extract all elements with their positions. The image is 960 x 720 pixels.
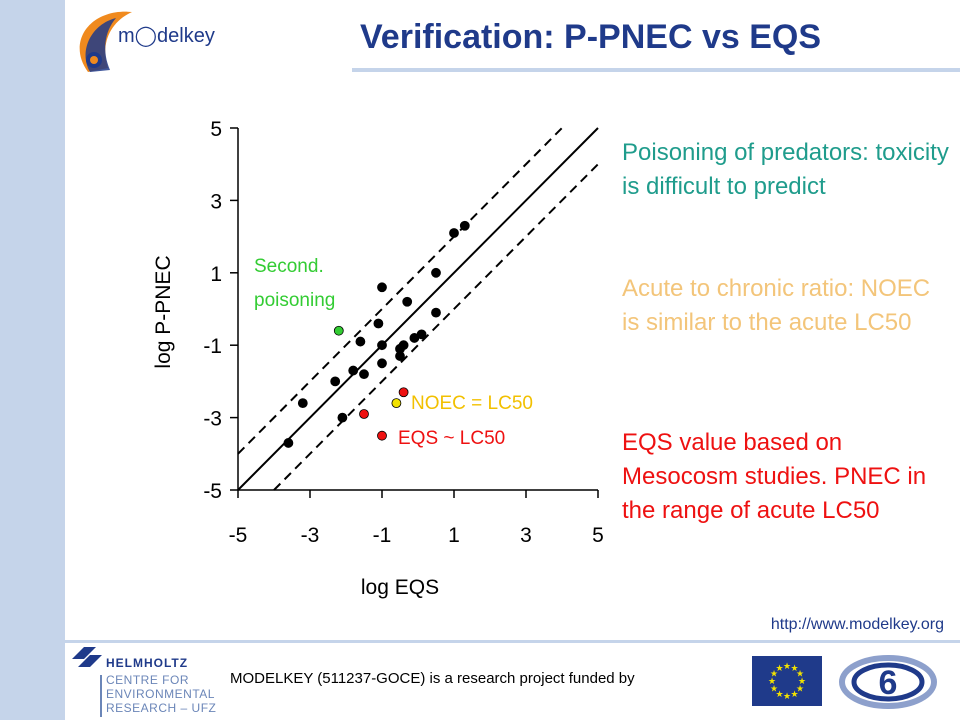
x-tick-label: 5 <box>592 524 604 547</box>
y-tick-label: 1 <box>210 263 222 286</box>
data-point <box>391 398 402 409</box>
text-eqs-mesocosm: EQS value based on Mesocosm studies. PNE… <box>622 429 927 524</box>
data-point <box>377 430 387 441</box>
fp6-logo: 6 <box>839 655 937 709</box>
data-points <box>283 220 470 448</box>
website-link[interactable]: http://www.modelkey.org <box>770 616 944 633</box>
data-point <box>377 340 387 351</box>
svg-text:HELMHOLTZ: HELMHOLTZ <box>106 656 188 670</box>
data-point <box>431 267 441 278</box>
svg-text:RESEARCH – UFZ: RESEARCH – UFZ <box>106 701 216 715</box>
data-point <box>283 438 294 448</box>
eu-star: ★ <box>775 664 783 674</box>
eu-star: ★ <box>783 662 791 672</box>
x-tick-label: 1 <box>448 524 460 547</box>
data-point <box>431 307 441 318</box>
y-tick-label: -5 <box>203 480 222 503</box>
annotation-second-line2: poisoning <box>254 290 335 311</box>
eu-star: ★ <box>770 685 778 695</box>
data-point <box>359 369 369 380</box>
x-tick-label: -1 <box>373 524 392 547</box>
dashed-reference-line <box>273 163 599 491</box>
x-tick-label: -3 <box>301 524 320 547</box>
data-point <box>377 358 387 369</box>
data-point <box>398 340 409 351</box>
data-point <box>333 325 344 336</box>
svg-text:CENTRE FOR: CENTRE FOR <box>106 673 189 687</box>
eu-star: ★ <box>768 677 776 687</box>
data-point <box>402 296 413 307</box>
data-point <box>297 398 308 409</box>
y-axis-label: log P-PNEC <box>152 255 175 368</box>
eu-star: ★ <box>798 677 806 687</box>
eu-star: ★ <box>770 670 778 680</box>
funding-statement: MODELKEY (511237-GOCE) is a research pro… <box>230 670 635 687</box>
data-point <box>449 228 459 238</box>
data-point <box>359 409 369 419</box>
x-tick-label: 3 <box>520 524 532 547</box>
y-tick-label: -1 <box>203 335 222 358</box>
y-tick-label: 5 <box>210 118 222 141</box>
data-point <box>355 336 366 347</box>
footer-rule <box>65 640 960 643</box>
annotation-second-line1: Second. <box>254 256 324 277</box>
logo-text: m◯delkey <box>118 25 215 47</box>
annotation-eqs: EQS ~ LC50 <box>398 428 505 449</box>
annotation-noec: NOEC = LC50 <box>411 393 533 414</box>
dashed-reference-line <box>237 127 563 455</box>
title-rule <box>352 68 960 72</box>
data-point <box>337 412 348 423</box>
data-point <box>459 220 470 231</box>
data-point <box>330 376 341 387</box>
left-band <box>0 0 65 720</box>
eu-star: ★ <box>796 685 804 695</box>
ufz-logo: HELMHOLTZ CENTRE FOR ENVIRONMENTAL RESEA… <box>72 647 216 717</box>
y-tick-label: -3 <box>203 408 222 431</box>
eu-flag-icon: ★★★★★★★★★ ★ ★★ <box>752 656 822 706</box>
svg-text:6: 6 <box>879 664 898 702</box>
eu-star: ★ <box>783 692 791 702</box>
data-point <box>373 318 384 329</box>
identity-line <box>237 127 599 491</box>
eu-star: ★ <box>790 690 798 700</box>
eu-star: ★ <box>790 664 798 674</box>
text-acute-chronic: Acute to chronic ratio: NOEC is similar … <box>622 275 931 336</box>
data-point <box>416 329 427 340</box>
page-title: Verification: P-PNEC vs EQS <box>360 18 822 56</box>
scatter-chart: -5 -3 -1 1 3 5 -5 -3 -1 1 3 5 log EQS log P-PNEC Se… <box>152 118 604 599</box>
text-poisoning-predators: Poisoning of predators: toxicity is diff… <box>622 139 949 200</box>
data-point <box>398 387 409 398</box>
svg-text:ENVIRONMENTAL: ENVIRONMENTAL <box>106 687 215 701</box>
data-point <box>377 282 387 293</box>
reference-lines <box>237 127 599 491</box>
x-axis-label: log EQS <box>361 576 439 599</box>
eu-star: ★ <box>775 690 783 700</box>
data-point <box>348 365 359 376</box>
x-tick-label: -5 <box>229 524 248 547</box>
y-tick-label: 3 <box>210 190 222 213</box>
chart-axes: -5 -3 -1 1 3 5 -5 -3 -1 1 3 5 <box>203 118 604 547</box>
eu-star: ★ <box>796 670 804 680</box>
modelkey-logo: m◯delkey <box>79 11 215 72</box>
